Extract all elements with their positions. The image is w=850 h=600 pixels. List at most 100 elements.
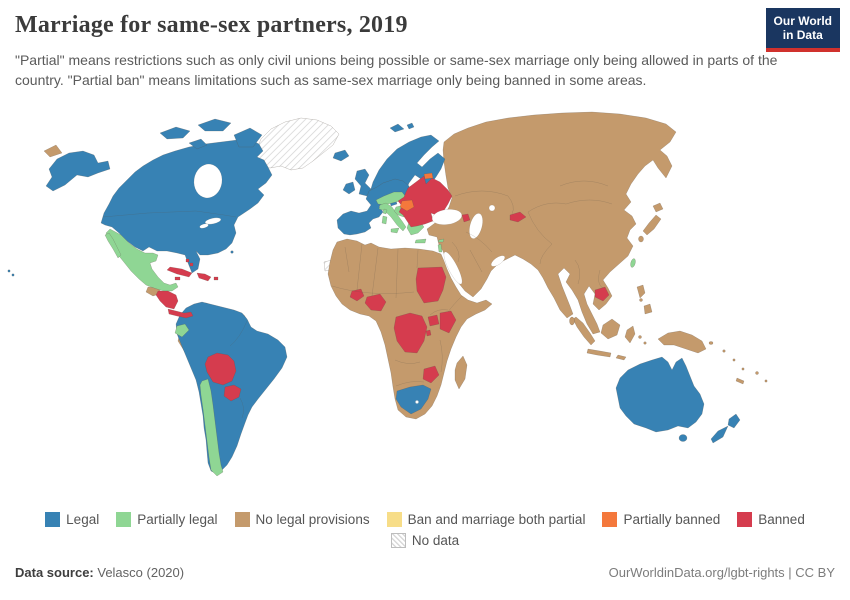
legend-item-no-legal[interactable]: No legal provisions: [234, 512, 370, 527]
region-indonesia-moluccas[interactable]: [638, 335, 642, 339]
footer-link[interactable]: OurWorldinData.org/lgbt-rights | CC BY: [608, 565, 835, 580]
region-cambodia[interactable]: [594, 286, 610, 302]
region-israel[interactable]: [437, 243, 443, 253]
region-bermuda[interactable]: [230, 250, 234, 254]
legend-item-legal[interactable]: Legal: [45, 512, 99, 527]
region-indonesia-moluccas2[interactable]: [643, 341, 647, 345]
region-estonia[interactable]: [423, 172, 434, 180]
region-madagascar[interactable]: [454, 355, 468, 390]
hudson-bay: [193, 163, 223, 199]
region-canada-usa[interactable]: [100, 139, 273, 274]
legend-row-1: Legal Partially legal No legal provision…: [0, 512, 850, 527]
legend-label-no-legal: No legal provisions: [255, 512, 370, 527]
region-philippines[interactable]: [636, 284, 653, 315]
region-mexico[interactable]: [105, 228, 179, 292]
region-sri-lanka[interactable]: [569, 316, 575, 326]
region-hungary[interactable]: [399, 199, 415, 212]
region-puerto-rico[interactable]: [213, 276, 219, 281]
great-lakes: [204, 217, 222, 225]
region-tasmania[interactable]: [678, 434, 688, 442]
region-pacific-dot4[interactable]: [755, 371, 759, 375]
region-iceland[interactable]: [332, 149, 350, 162]
region-pacific-dot1[interactable]: [722, 349, 726, 353]
legend-item-no-data[interactable]: No data: [390, 533, 460, 548]
region-nigeria[interactable]: [364, 293, 387, 312]
region-cyprus[interactable]: [437, 238, 445, 243]
region-new-zealand[interactable]: [710, 413, 741, 444]
data-source: Data source: Velasco (2020): [15, 565, 184, 580]
region-bolivia[interactable]: [204, 352, 237, 386]
region-japan[interactable]: [642, 202, 664, 236]
region-svalbard[interactable]: [389, 122, 415, 133]
region-sardinia-corsica[interactable]: [381, 208, 388, 225]
lesotho: [415, 400, 419, 404]
legend-item-partially-banned[interactable]: Partially banned: [602, 512, 720, 527]
region-taiwan[interactable]: [630, 258, 637, 268]
legend-swatch-partially-legal: [116, 512, 132, 527]
legend-item-partially-legal[interactable]: Partially legal: [116, 512, 218, 527]
region-south-africa[interactable]: [395, 384, 432, 415]
owid-logo[interactable]: Our World in Data: [765, 8, 840, 52]
page-title: Marriage for same-sex partners, 2019: [15, 12, 408, 38]
legend-label-partially-legal: Partially legal: [137, 512, 218, 527]
legend-swatch-banned: [737, 512, 753, 527]
region-honduras-nicaragua[interactable]: [155, 290, 179, 310]
region-cuba[interactable]: [166, 266, 193, 278]
region-baja-california[interactable]: [104, 232, 122, 259]
black-sea: [431, 209, 463, 225]
region-crete[interactable]: [414, 238, 427, 244]
region-kyrgyzstan[interactable]: [509, 211, 527, 223]
legend-swatch-partially-banned: [602, 512, 618, 527]
persian-gulf: [490, 255, 506, 267]
region-new-britain[interactable]: [708, 341, 714, 345]
owid-logo-line1: Our World: [773, 14, 832, 28]
legend-swatch-both-partial: [386, 512, 402, 527]
region-paraguay[interactable]: [223, 384, 242, 402]
region-new-guinea[interactable]: [657, 330, 707, 354]
legend-item-both-partial[interactable]: Ban and marriage both partial: [386, 512, 585, 527]
owid-logo-line2: in Data: [782, 28, 823, 43]
region-philippines-visayas[interactable]: [639, 298, 643, 302]
region-pacific-dot2[interactable]: [732, 358, 736, 362]
region-australia[interactable]: [615, 356, 705, 433]
region-hawaii2[interactable]: [11, 273, 15, 277]
region-zimbabwe[interactable]: [422, 365, 440, 384]
region-armenia[interactable]: [461, 213, 471, 223]
aral-sea: [488, 204, 496, 212]
region-ecuador[interactable]: [174, 323, 190, 338]
region-pacific-dot5[interactable]: [764, 379, 768, 383]
legend-item-banned[interactable]: Banned: [737, 512, 805, 527]
region-indonesia[interactable]: [572, 316, 636, 361]
region-drc[interactable]: [393, 312, 428, 354]
region-chile[interactable]: [199, 378, 224, 477]
legend-swatch-legal: [45, 512, 61, 527]
region-jamaica[interactable]: [174, 276, 181, 281]
legend-label-banned: Banned: [758, 512, 805, 527]
region-alaska[interactable]: [45, 150, 111, 192]
region-hawaii[interactable]: [7, 269, 11, 273]
region-uganda[interactable]: [427, 314, 440, 327]
region-japan-kyushu[interactable]: [638, 235, 644, 243]
legend-label-legal: Legal: [66, 512, 100, 527]
region-sudan[interactable]: [415, 266, 447, 304]
region-kenya[interactable]: [439, 310, 457, 334]
region-pacific-islands[interactable]: [735, 377, 745, 385]
great-lakes-2: [199, 223, 209, 229]
region-hispaniola[interactable]: [196, 272, 212, 282]
region-greenland[interactable]: [255, 117, 340, 171]
caspian-sea: [469, 213, 483, 239]
region-pacific-dot3[interactable]: [741, 367, 745, 371]
legend-row-2: No data: [0, 533, 850, 548]
region-burundi[interactable]: [425, 329, 432, 337]
region-ireland[interactable]: [342, 181, 356, 195]
data-source-value: Velasco (2020): [93, 565, 185, 580]
region-sicily[interactable]: [390, 227, 400, 234]
region-chukotka-west[interactable]: [43, 144, 63, 158]
region-costa-rica-panama[interactable]: [167, 308, 194, 319]
region-arctic-islands[interactable]: [159, 118, 263, 150]
legend-label-partially-banned: Partially banned: [623, 512, 721, 527]
red-sea: [443, 251, 463, 285]
legend-label-no-data: No data: [411, 533, 460, 548]
region-burkina-faso[interactable]: [349, 288, 365, 302]
region-bahamas[interactable]: [185, 258, 194, 267]
